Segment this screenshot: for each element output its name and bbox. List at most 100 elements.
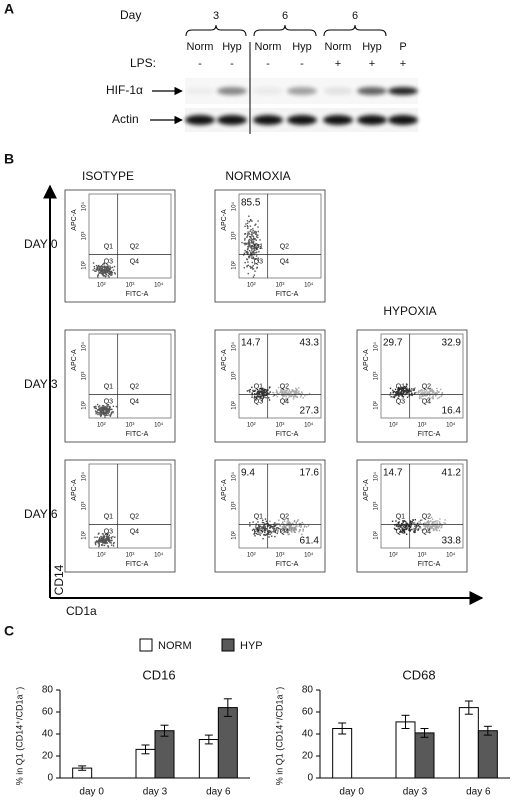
event-dot	[258, 524, 260, 526]
event-dot	[251, 241, 253, 243]
event-dot	[302, 530, 304, 532]
event-dot	[254, 396, 256, 398]
event-dot	[252, 265, 254, 267]
flow-plot-area	[380, 463, 464, 549]
brace	[253, 24, 317, 37]
y-axis-label: APC-A	[71, 479, 78, 501]
x-tick-label: 10³	[418, 423, 427, 429]
event-dot	[397, 391, 400, 393]
condition-label: Norm	[325, 41, 352, 53]
blot-band	[357, 87, 387, 95]
gate-percent: 32.9	[442, 338, 462, 349]
day-value: 6	[282, 10, 288, 22]
event-dot	[282, 394, 284, 396]
event-dot	[255, 255, 258, 257]
event-dot	[247, 247, 249, 249]
event-dot	[286, 528, 289, 530]
event-dot	[286, 521, 288, 523]
event-dot	[406, 389, 408, 392]
blot-band	[388, 87, 418, 95]
event-dot	[104, 533, 107, 536]
event-dot	[113, 265, 116, 268]
event-dot	[256, 530, 258, 532]
event-dot	[93, 406, 96, 408]
event-dot	[247, 261, 249, 263]
event-dot	[97, 264, 100, 267]
event-dot	[99, 408, 101, 411]
event-dot	[257, 521, 259, 523]
x-tick-label: 10⁴	[446, 422, 456, 429]
event-dot	[109, 270, 111, 273]
event-dot	[400, 386, 403, 389]
event-dot	[425, 389, 428, 392]
event-dot	[269, 526, 272, 529]
event-dot	[253, 533, 255, 535]
x-tick-label: 10²	[389, 553, 398, 559]
event-dot	[288, 528, 290, 531]
event-dot	[284, 390, 286, 392]
event-dot	[102, 263, 104, 266]
event-dot	[103, 408, 105, 410]
lps-sign: -	[230, 58, 234, 70]
event-dot	[286, 389, 288, 391]
event-dot	[289, 524, 292, 527]
lps-sign: +	[369, 58, 375, 70]
event-dot	[282, 527, 285, 529]
event-dot	[248, 255, 251, 257]
event-dot	[287, 393, 289, 395]
event-dot	[434, 529, 436, 531]
event-dot	[423, 522, 426, 524]
event-dot	[253, 274, 256, 276]
event-dot	[273, 528, 276, 530]
bar	[395, 721, 416, 779]
event-dot	[427, 527, 429, 530]
x-axis-label: FITC-A	[126, 291, 149, 298]
event-dot	[402, 521, 404, 524]
gate-percent: 43.3	[300, 338, 320, 349]
event-dot	[438, 529, 441, 532]
event-dot	[295, 388, 298, 391]
event-dot	[256, 529, 258, 531]
event-dot	[109, 414, 112, 416]
event-dot	[252, 521, 254, 523]
event-dot	[427, 523, 429, 525]
event-dot	[106, 536, 108, 539]
event-dot	[259, 395, 261, 398]
event-dot	[280, 529, 282, 531]
event-dot	[412, 519, 414, 522]
event-dot	[420, 527, 422, 529]
event-dot	[430, 527, 432, 530]
event-dot	[261, 400, 263, 402]
event-dot	[103, 266, 105, 268]
event-dot	[261, 398, 264, 400]
event-dot	[296, 396, 299, 399]
event-dot	[253, 247, 255, 249]
y-tick-label: 10³	[82, 232, 88, 241]
event-dot	[261, 530, 264, 533]
event-dot	[254, 249, 256, 252]
bar	[198, 739, 219, 779]
event-dot	[415, 526, 417, 529]
blot-band	[217, 115, 247, 125]
event-dot	[295, 521, 298, 523]
event-dot	[94, 410, 97, 412]
event-dot	[100, 270, 102, 273]
event-dot	[441, 391, 444, 394]
event-dot	[401, 528, 404, 530]
event-dot	[249, 391, 251, 393]
event-dot	[261, 521, 264, 524]
event-dot	[97, 403, 99, 406]
event-dot	[95, 413, 97, 415]
event-dot	[426, 524, 429, 527]
event-dot	[101, 409, 103, 411]
event-dot	[421, 394, 423, 397]
x-tick-label: 10⁴	[154, 552, 164, 559]
quadrant-label: Q2	[130, 243, 139, 250]
event-dot	[259, 239, 261, 241]
event-dot	[257, 226, 259, 228]
event-dot	[405, 388, 407, 391]
event-dot	[287, 388, 289, 390]
condition-label: Hyp	[292, 41, 312, 53]
event-dot	[110, 413, 112, 415]
event-dot	[395, 520, 397, 522]
